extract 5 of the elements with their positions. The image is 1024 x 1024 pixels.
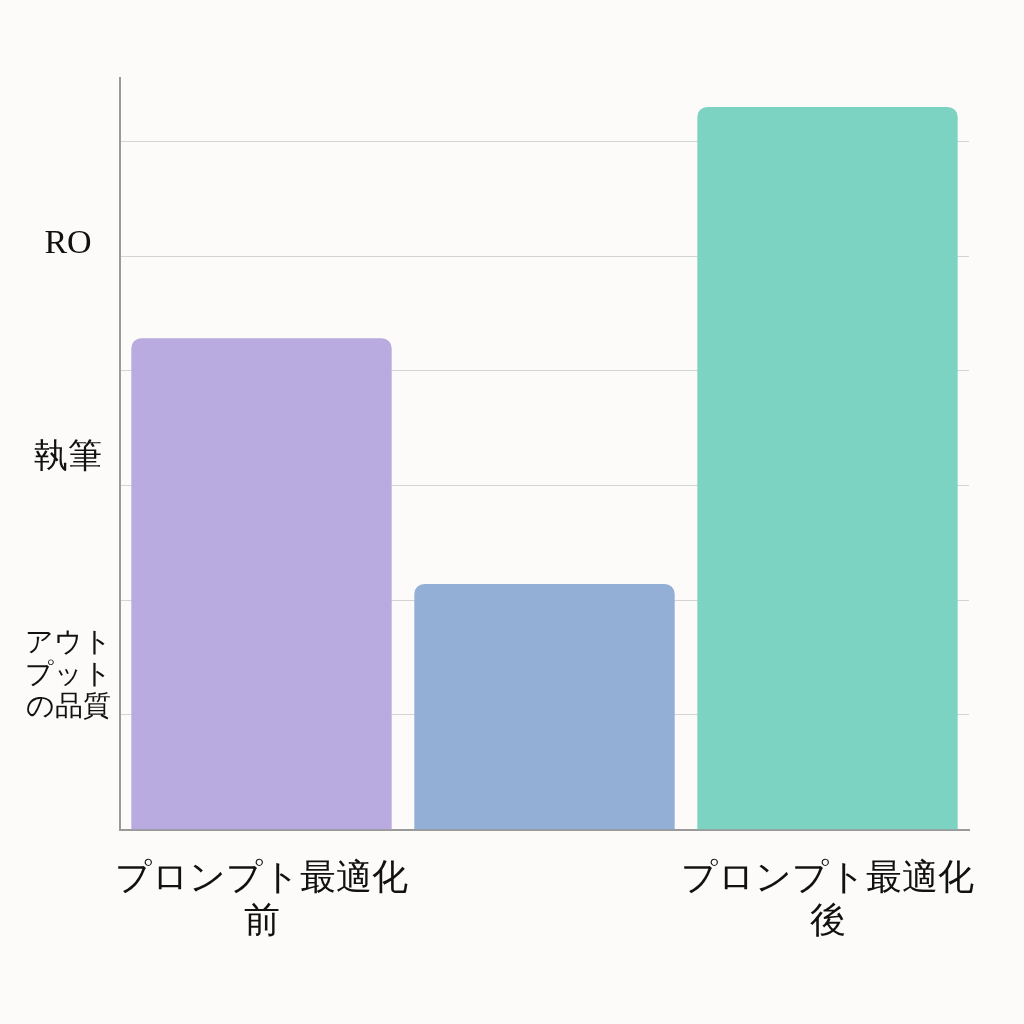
x-tick-label: プロンプト最適化後 — [681, 856, 974, 940]
text: RO — [43, 222, 93, 262]
text: アウトプットの品質 — [23, 626, 113, 723]
text: 執筆 — [33, 436, 103, 476]
x-tick-label: プロンプト最適化前 — [115, 856, 408, 940]
